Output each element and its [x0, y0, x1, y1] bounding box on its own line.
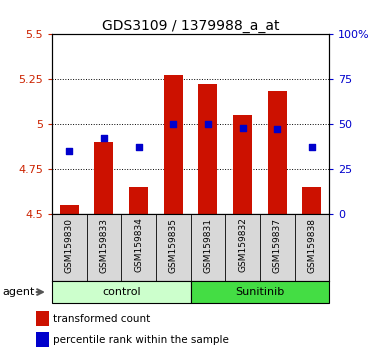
- Bar: [36, 332, 49, 347]
- Point: [66, 148, 72, 154]
- Point: [205, 121, 211, 127]
- Text: GSM159833: GSM159833: [99, 217, 109, 273]
- Bar: [191, 281, 329, 303]
- Point: [239, 125, 246, 130]
- Text: transformed count: transformed count: [54, 314, 151, 324]
- Bar: [302, 187, 321, 214]
- Bar: [233, 115, 252, 214]
- Text: GSM159838: GSM159838: [307, 217, 316, 273]
- Title: GDS3109 / 1379988_a_at: GDS3109 / 1379988_a_at: [102, 19, 280, 33]
- Bar: [94, 142, 114, 214]
- Bar: [129, 187, 148, 214]
- Point: [309, 144, 315, 150]
- Text: GSM159831: GSM159831: [203, 217, 213, 273]
- Bar: [164, 75, 183, 214]
- Bar: [60, 205, 79, 214]
- Bar: [198, 84, 218, 214]
- Text: GSM159830: GSM159830: [65, 217, 74, 273]
- Text: GSM159835: GSM159835: [169, 217, 178, 273]
- Bar: [36, 311, 49, 326]
- Text: percentile rank within the sample: percentile rank within the sample: [54, 335, 229, 345]
- Text: GSM159834: GSM159834: [134, 217, 143, 273]
- Text: GSM159837: GSM159837: [273, 217, 282, 273]
- Text: control: control: [102, 287, 141, 297]
- Point: [136, 144, 142, 150]
- Text: agent: agent: [3, 287, 35, 297]
- Text: GSM159832: GSM159832: [238, 217, 247, 273]
- Point: [101, 136, 107, 141]
- Bar: [268, 91, 287, 214]
- Point: [274, 126, 280, 132]
- Point: [170, 121, 176, 127]
- Bar: [52, 281, 191, 303]
- Text: Sunitinib: Sunitinib: [235, 287, 285, 297]
